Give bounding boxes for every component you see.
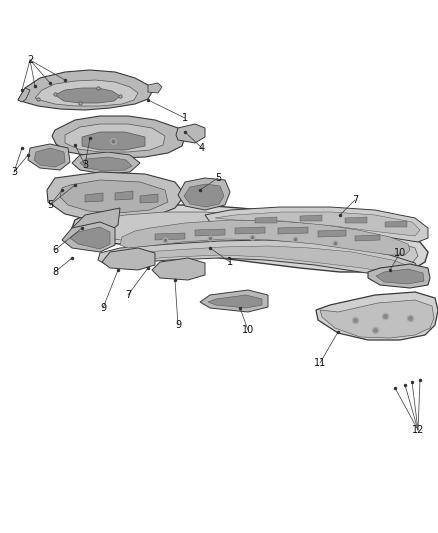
Text: 8: 8: [52, 267, 58, 277]
Polygon shape: [215, 212, 420, 236]
Polygon shape: [152, 258, 205, 280]
Polygon shape: [200, 290, 268, 312]
Text: 11: 11: [314, 358, 326, 368]
Polygon shape: [85, 193, 103, 202]
Polygon shape: [115, 191, 133, 200]
Polygon shape: [300, 215, 322, 221]
Text: 3: 3: [82, 160, 88, 170]
Polygon shape: [320, 300, 434, 338]
Polygon shape: [62, 222, 115, 252]
Polygon shape: [255, 217, 277, 223]
Polygon shape: [52, 116, 185, 158]
Polygon shape: [72, 205, 428, 272]
Polygon shape: [208, 295, 262, 308]
Polygon shape: [28, 144, 70, 170]
Text: 7: 7: [352, 195, 358, 205]
Polygon shape: [205, 207, 428, 242]
Text: 9: 9: [100, 303, 106, 313]
Polygon shape: [102, 248, 155, 270]
Text: 10: 10: [242, 325, 254, 335]
Text: 5: 5: [47, 200, 53, 210]
Polygon shape: [178, 178, 230, 210]
Text: 6: 6: [52, 245, 58, 255]
Polygon shape: [80, 157, 132, 171]
Text: 12: 12: [412, 425, 424, 435]
Polygon shape: [120, 220, 410, 255]
Text: 10: 10: [394, 248, 406, 258]
Polygon shape: [385, 221, 407, 227]
Polygon shape: [176, 124, 205, 143]
Text: 9: 9: [175, 320, 181, 330]
Polygon shape: [345, 217, 367, 223]
Text: 4: 4: [199, 143, 205, 153]
Polygon shape: [318, 230, 346, 237]
Polygon shape: [235, 227, 265, 234]
Text: 5: 5: [215, 173, 221, 183]
Polygon shape: [195, 229, 225, 236]
Polygon shape: [140, 194, 158, 203]
Text: 3: 3: [11, 167, 17, 177]
Polygon shape: [18, 88, 30, 102]
Text: 1: 1: [227, 257, 233, 267]
Polygon shape: [65, 124, 165, 152]
Polygon shape: [376, 269, 424, 284]
Polygon shape: [184, 184, 224, 207]
Polygon shape: [355, 235, 380, 241]
Polygon shape: [34, 148, 65, 167]
Polygon shape: [70, 227, 110, 249]
Polygon shape: [47, 172, 185, 222]
Polygon shape: [55, 88, 120, 103]
Text: 7: 7: [125, 290, 131, 300]
Polygon shape: [278, 227, 308, 234]
Polygon shape: [148, 83, 162, 93]
Polygon shape: [98, 240, 420, 278]
Polygon shape: [60, 180, 168, 213]
Polygon shape: [82, 132, 145, 150]
Polygon shape: [82, 212, 418, 267]
Text: 2: 2: [27, 55, 33, 65]
Polygon shape: [18, 70, 152, 110]
Polygon shape: [316, 292, 438, 340]
Polygon shape: [368, 264, 430, 288]
Polygon shape: [35, 80, 138, 106]
Polygon shape: [72, 208, 120, 240]
Polygon shape: [155, 233, 185, 240]
Polygon shape: [72, 152, 140, 174]
Polygon shape: [108, 246, 414, 275]
Text: 1: 1: [182, 113, 188, 123]
